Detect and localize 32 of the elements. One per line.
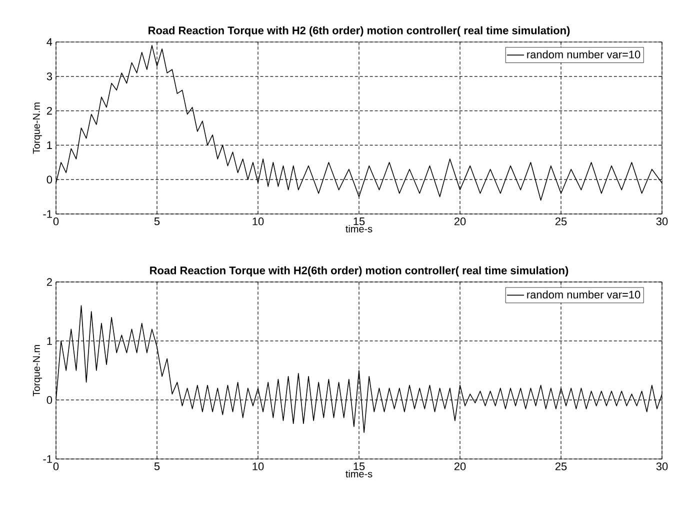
x-tick-label: 5 <box>154 218 160 226</box>
x-tick-label: 30 <box>656 462 668 470</box>
y-tick-label: 2 <box>46 106 52 115</box>
x-tick-label: 5 <box>154 462 160 470</box>
y-tick-label: 1 <box>47 141 52 149</box>
y-tick-label: 3 <box>46 72 52 80</box>
y-tick-label: 4 <box>46 38 52 46</box>
x-tick-label: 20 <box>454 462 466 470</box>
x-tick-label: 20 <box>454 218 466 226</box>
y-axis-title: Torque-N.m <box>32 345 42 396</box>
x-axis-title: time-s <box>346 470 372 478</box>
y-tick-label: 2 <box>46 278 52 286</box>
chart-title: Road Reaction Torque with H2 (6th order) motion controller( real time simulation) <box>148 26 570 36</box>
x-tick-label: 10 <box>252 462 264 470</box>
x-tick-label: 30 <box>656 218 668 226</box>
x-tick-label: 10 <box>252 218 264 226</box>
y-tick-label: 0 <box>46 396 52 404</box>
x-tick-label: 15 <box>354 462 365 470</box>
y-tick-label: -1 <box>43 455 52 463</box>
y-tick-label: -1 <box>43 210 52 218</box>
x-tick-label: 25 <box>555 462 567 470</box>
y-tick-label: 1 <box>47 337 52 345</box>
y-tick-label: 0 <box>46 176 52 184</box>
x-tick-label: 0 <box>53 218 59 226</box>
x-axis-title: time-s <box>346 225 372 232</box>
y-axis-title: Torque-N.m <box>32 102 42 154</box>
legend-label: random number var=10 <box>527 50 640 58</box>
x-tick-label: 15 <box>354 218 365 226</box>
x-tick-label: 0 <box>53 462 59 470</box>
legend-label: random number var=10 <box>527 290 640 299</box>
x-tick-label: 25 <box>555 218 567 226</box>
chart-title: Road Reaction Torque with H2(6th order) motion controller( real time simulation) <box>150 266 568 276</box>
